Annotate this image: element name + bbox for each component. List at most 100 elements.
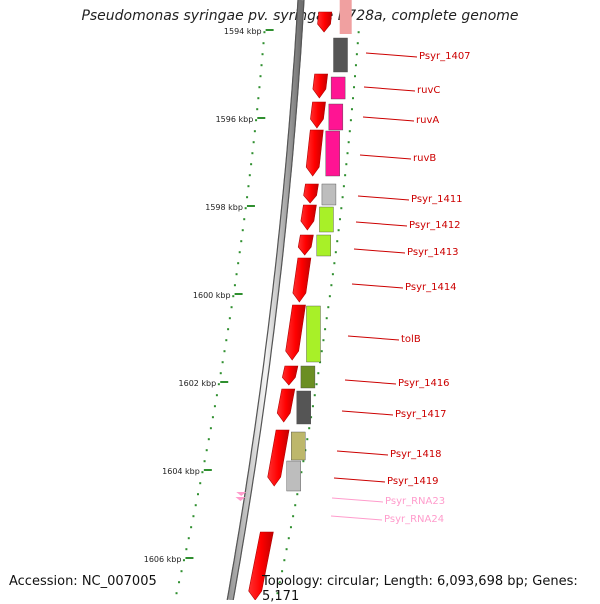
scale-minor-tick bbox=[324, 328, 327, 331]
scale-minor-tick bbox=[201, 471, 204, 474]
label-leader-line bbox=[362, 116, 415, 122]
scale-minor-tick bbox=[243, 218, 246, 221]
cds-arrow bbox=[305, 129, 324, 177]
backbone-layer bbox=[226, 0, 305, 600]
scale-minor-tick bbox=[235, 273, 238, 276]
scale-minor-tick bbox=[327, 306, 330, 309]
label-leader-line bbox=[336, 450, 389, 456]
feature-label: tolB bbox=[401, 334, 421, 345]
feature-label: Psyr_1411 bbox=[411, 194, 463, 205]
cds-arrow bbox=[276, 388, 296, 423]
cds-arrow bbox=[267, 429, 290, 487]
scale-minor-tick bbox=[320, 350, 323, 353]
scale-minor-tick bbox=[342, 185, 345, 188]
scale-minor-tick bbox=[285, 548, 288, 551]
scale-minor-tick bbox=[215, 394, 218, 397]
cds-arrow bbox=[292, 257, 312, 303]
scale-minor-tick bbox=[355, 53, 358, 56]
scale-minor-tick bbox=[259, 75, 262, 78]
scale-minor-tick bbox=[233, 284, 236, 287]
scale-minor-tick bbox=[294, 504, 297, 507]
scale-minor-tick bbox=[319, 361, 322, 364]
category-block bbox=[333, 37, 348, 73]
scale-minor-tick bbox=[207, 438, 210, 441]
label-leader-line bbox=[344, 379, 397, 385]
scale-minor-tick bbox=[260, 64, 263, 67]
feature-label: Psyr_RNA23 bbox=[385, 496, 445, 507]
scale-minor-tick bbox=[262, 42, 265, 45]
scale-minor-tick bbox=[341, 196, 344, 199]
scale-label: 1600 kbp bbox=[193, 291, 231, 300]
scale-minor-tick bbox=[310, 416, 313, 419]
scale-dots-layer bbox=[175, 31, 360, 595]
feature-labels: Psyr_1407 ruvC ruvA ruvB Psyr_1411 Psyr_1412 P… bbox=[330, 51, 471, 525]
scale-label: 1594 kbp bbox=[224, 27, 262, 36]
rna-marker bbox=[236, 492, 247, 496]
scale-minor-tick bbox=[247, 185, 250, 188]
scale-minor-tick bbox=[333, 262, 336, 265]
scale-minor-tick bbox=[289, 526, 292, 529]
scale-minor-tick bbox=[225, 339, 228, 342]
scale-minor-tick bbox=[345, 163, 348, 166]
scale-minor-tick bbox=[257, 97, 260, 100]
category-block bbox=[291, 431, 306, 461]
label-leader-line bbox=[341, 410, 394, 416]
cds-arrow bbox=[285, 304, 306, 361]
scale-labels: 1594 kbp 1596 kbp 1598 kbp 1600 kbp 1602 kbp… bbox=[144, 27, 274, 564]
scale-minor-tick bbox=[217, 383, 220, 386]
scale-label: 1598 kbp bbox=[205, 203, 243, 212]
scale-minor-tick bbox=[353, 86, 356, 89]
scale-minor-tick bbox=[255, 119, 258, 122]
scale-minor-tick bbox=[180, 570, 183, 573]
category-block bbox=[330, 76, 346, 100]
scale-minor-tick bbox=[346, 152, 349, 155]
scale-minor-tick bbox=[302, 460, 305, 463]
feature-label: Psyr_1414 bbox=[405, 282, 457, 293]
scale-minor-tick bbox=[263, 31, 266, 34]
category-block bbox=[316, 234, 331, 257]
scale-minor-tick bbox=[203, 460, 206, 463]
scale-minor-tick bbox=[296, 493, 299, 496]
scale-minor-tick bbox=[232, 295, 235, 298]
scale-minor-tick bbox=[253, 130, 256, 133]
scale-minor-tick bbox=[353, 75, 356, 78]
label-leader-line bbox=[330, 515, 383, 521]
scale-minor-tick bbox=[252, 141, 255, 144]
scale-minor-tick bbox=[241, 229, 244, 232]
scale-label: 1596 kbp bbox=[216, 115, 254, 124]
accession-text: Accession: NC_007005 bbox=[9, 574, 157, 589]
scale-minor-tick bbox=[187, 537, 190, 540]
scale-minor-tick bbox=[350, 108, 353, 111]
scale-minor-tick bbox=[182, 559, 185, 562]
label-leader-line bbox=[363, 86, 416, 92]
scale-minor-tick bbox=[230, 306, 233, 309]
feature-label: Psyr_1416 bbox=[398, 378, 450, 389]
scale-minor-tick bbox=[250, 163, 253, 166]
cds-arrow bbox=[282, 365, 299, 386]
category-block bbox=[319, 206, 334, 233]
scale-minor-tick bbox=[227, 328, 230, 331]
scale-minor-tick bbox=[237, 262, 240, 265]
scale-minor-tick bbox=[336, 240, 339, 243]
cds-arrow bbox=[297, 234, 314, 256]
scale-minor-tick bbox=[192, 515, 195, 518]
scale-minor-tick bbox=[278, 581, 281, 584]
cds-arrow bbox=[317, 11, 333, 33]
cds-track bbox=[248, 0, 352, 600]
feature-label: Psyr_1412 bbox=[409, 220, 461, 231]
scale-minor-tick bbox=[348, 130, 351, 133]
feature-label: ruvC bbox=[417, 85, 440, 96]
scale-minor-tick bbox=[330, 284, 333, 287]
scale-minor-tick bbox=[178, 581, 181, 584]
label-leader-line bbox=[347, 335, 400, 341]
scale-minor-tick bbox=[256, 108, 259, 111]
label-leader-line bbox=[351, 283, 404, 289]
label-leader-line bbox=[359, 154, 412, 160]
scale-minor-tick bbox=[196, 493, 199, 496]
cds-arrow bbox=[300, 204, 317, 231]
category-block bbox=[325, 130, 340, 177]
scale-label: 1602 kbp bbox=[179, 379, 217, 388]
feature-label: Psyr_RNA24 bbox=[384, 514, 444, 525]
scale-minor-tick bbox=[308, 427, 311, 430]
scale-label: 1604 kbp bbox=[162, 467, 200, 476]
